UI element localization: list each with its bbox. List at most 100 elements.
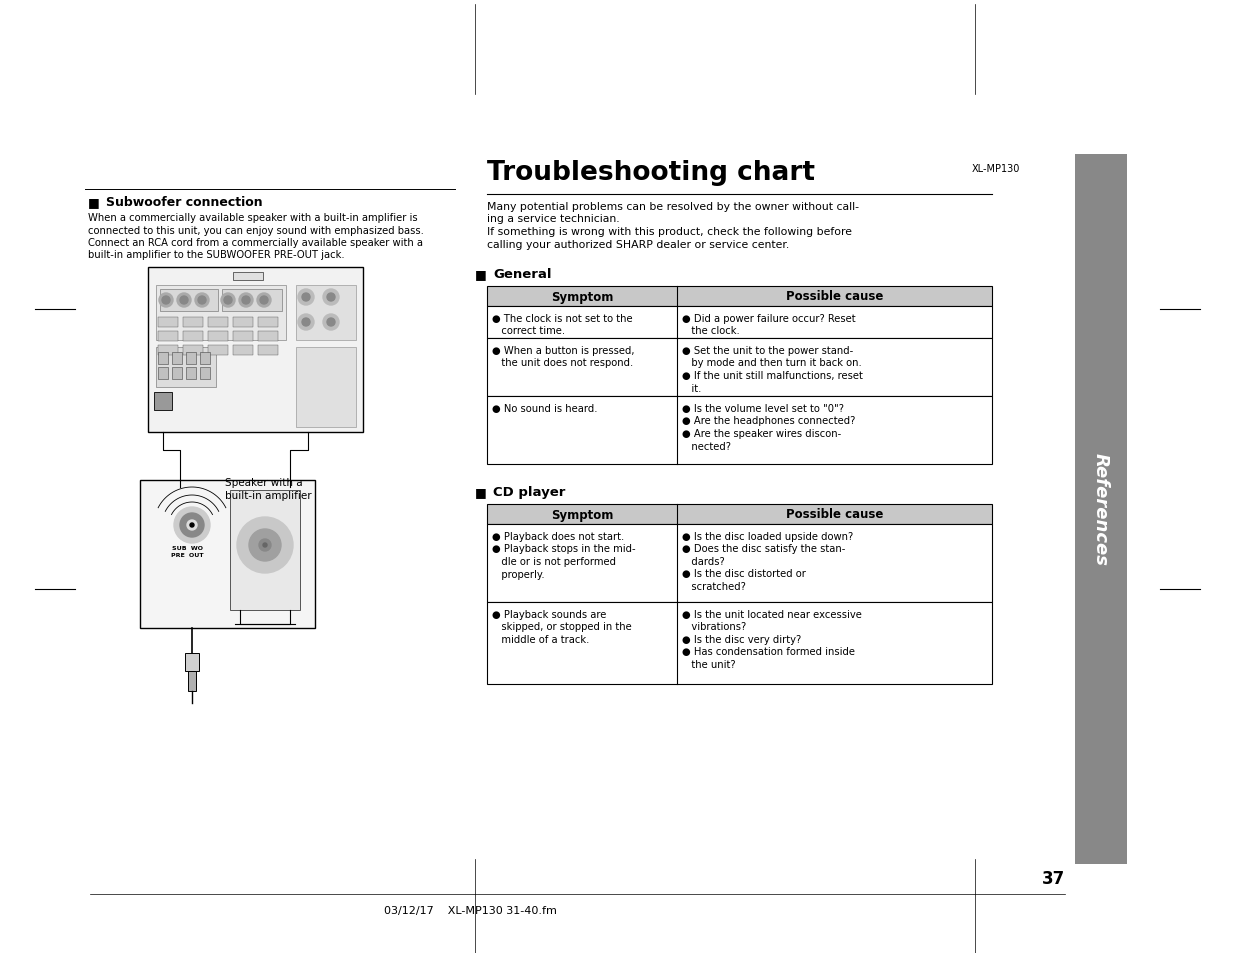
Text: Troubleshooting chart: Troubleshooting chart <box>487 160 815 186</box>
Text: Subwoofer connection: Subwoofer connection <box>106 195 263 209</box>
Bar <box>296 348 356 428</box>
Bar <box>258 332 278 341</box>
Circle shape <box>298 290 314 306</box>
Text: CD player: CD player <box>493 485 566 498</box>
Circle shape <box>240 294 253 308</box>
Text: Symptom: Symptom <box>551 508 614 521</box>
Text: Speaker with a
built-in amplifier: Speaker with a built-in amplifier <box>225 477 311 500</box>
Bar <box>140 480 315 628</box>
Circle shape <box>249 530 282 561</box>
Bar <box>156 348 216 388</box>
Bar <box>207 332 228 341</box>
Text: ● Playback does not start.: ● Playback does not start. <box>492 532 624 541</box>
Bar <box>156 286 287 340</box>
Bar <box>185 654 199 671</box>
Circle shape <box>198 296 206 305</box>
Text: ● Playback sounds are: ● Playback sounds are <box>492 609 606 619</box>
Circle shape <box>259 539 270 552</box>
Text: ● Has condensation formed inside: ● Has condensation formed inside <box>682 647 855 657</box>
Text: Possible cause: Possible cause <box>785 508 883 521</box>
Bar <box>183 332 203 341</box>
Bar <box>233 332 253 341</box>
Circle shape <box>261 296 268 305</box>
Text: the unit does not respond.: the unit does not respond. <box>492 358 634 368</box>
Text: ■: ■ <box>475 268 487 281</box>
Circle shape <box>195 294 209 308</box>
Circle shape <box>224 296 232 305</box>
Text: ● If the unit still malfunctions, reset: ● If the unit still malfunctions, reset <box>682 371 863 380</box>
Text: ● Is the disc distorted or: ● Is the disc distorted or <box>682 569 806 578</box>
Bar <box>158 353 168 365</box>
Circle shape <box>186 520 198 531</box>
Bar <box>233 273 263 281</box>
Text: ● Does the disc satisfy the stan-: ● Does the disc satisfy the stan- <box>682 544 846 554</box>
Circle shape <box>324 290 338 306</box>
Circle shape <box>327 318 335 327</box>
Text: Symptom: Symptom <box>551 291 614 303</box>
Bar <box>172 368 182 379</box>
Text: the clock.: the clock. <box>682 326 740 336</box>
Text: built-in amplifier to the SUBWOOFER PRE-OUT jack.: built-in amplifier to the SUBWOOFER PRE-… <box>88 251 345 260</box>
Bar <box>148 268 363 433</box>
Circle shape <box>242 296 249 305</box>
Text: Many potential problems can be resolved by the owner without call-: Many potential problems can be resolved … <box>487 202 860 212</box>
Circle shape <box>257 294 270 308</box>
Text: dards?: dards? <box>682 557 725 566</box>
Text: Connect an RCA cord from a commercially available speaker with a: Connect an RCA cord from a commercially … <box>88 237 424 248</box>
Text: ■: ■ <box>88 195 100 209</box>
Text: middle of a track.: middle of a track. <box>492 635 589 644</box>
Bar <box>487 396 992 464</box>
Circle shape <box>303 294 310 302</box>
Circle shape <box>174 507 210 543</box>
Text: the unit?: the unit? <box>682 659 736 669</box>
Text: ● When a button is pressed,: ● When a button is pressed, <box>492 346 635 355</box>
Text: ● Are the speaker wires discon-: ● Are the speaker wires discon- <box>682 429 841 438</box>
Bar <box>200 368 210 379</box>
Bar <box>487 338 992 396</box>
Text: 03/12/17    XL-MP130 31-40.fm: 03/12/17 XL-MP130 31-40.fm <box>384 905 557 915</box>
Text: correct time.: correct time. <box>492 326 566 336</box>
Bar <box>183 317 203 328</box>
Text: connected to this unit, you can enjoy sound with emphasized bass.: connected to this unit, you can enjoy so… <box>88 225 424 235</box>
Bar <box>222 290 282 312</box>
Bar <box>258 346 278 355</box>
Bar <box>158 346 178 355</box>
Bar <box>258 317 278 328</box>
Circle shape <box>263 543 267 547</box>
Bar <box>230 491 300 610</box>
Text: calling your authorized SHARP dealer or service center.: calling your authorized SHARP dealer or … <box>487 239 789 250</box>
Text: If something is wrong with this product, check the following before: If something is wrong with this product,… <box>487 227 852 236</box>
Bar <box>233 317 253 328</box>
Text: Possible cause: Possible cause <box>785 291 883 303</box>
Text: General: General <box>493 268 552 281</box>
Circle shape <box>221 294 235 308</box>
Text: nected?: nected? <box>682 441 731 451</box>
Bar <box>487 287 992 307</box>
Text: ● Playback stops in the mid-: ● Playback stops in the mid- <box>492 544 636 554</box>
Text: ● Is the unit located near excessive: ● Is the unit located near excessive <box>682 609 862 619</box>
Bar <box>207 346 228 355</box>
Text: dle or is not performed: dle or is not performed <box>492 557 616 566</box>
Circle shape <box>190 523 194 527</box>
Bar <box>487 524 992 602</box>
Text: References: References <box>1092 453 1110 566</box>
Bar <box>188 671 196 691</box>
Text: scratched?: scratched? <box>682 581 746 592</box>
Bar <box>296 286 356 340</box>
Circle shape <box>298 314 314 331</box>
Circle shape <box>303 318 310 327</box>
Bar <box>158 332 178 341</box>
Bar <box>186 368 196 379</box>
Bar <box>200 353 210 365</box>
Circle shape <box>327 294 335 302</box>
Bar <box>158 317 178 328</box>
Text: ● Did a power failure occur? Reset: ● Did a power failure occur? Reset <box>682 314 856 324</box>
Text: ing a service technician.: ing a service technician. <box>487 214 620 224</box>
Bar <box>158 368 168 379</box>
Text: ● Are the headphones connected?: ● Are the headphones connected? <box>682 416 856 426</box>
Bar <box>487 504 992 524</box>
Text: When a commercially available speaker with a built-in amplifier is: When a commercially available speaker wi… <box>88 213 417 223</box>
Text: properly.: properly. <box>492 569 545 578</box>
Text: ● Is the disc very dirty?: ● Is the disc very dirty? <box>682 635 802 644</box>
Text: it.: it. <box>682 383 701 393</box>
